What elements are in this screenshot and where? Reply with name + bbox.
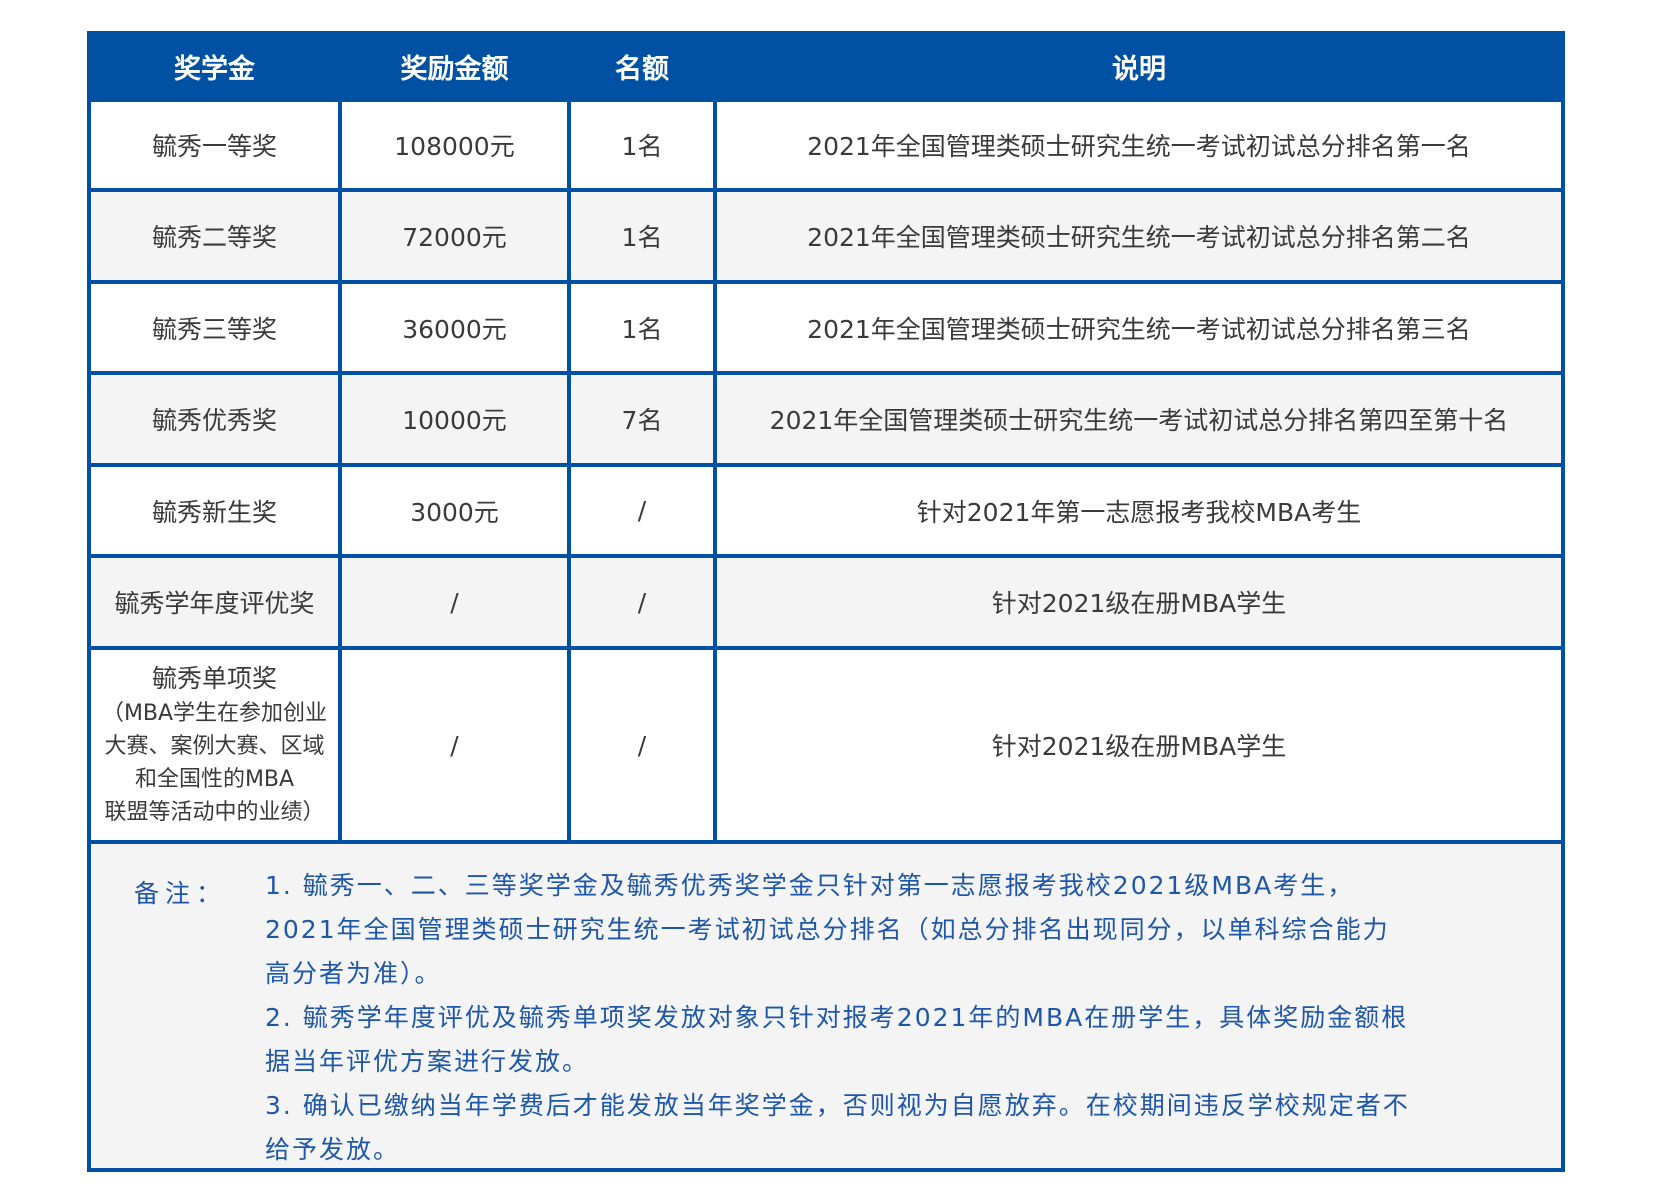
scholarship-note-line: 联盟等活动中的业绩） [104,800,325,825]
table-row: 毓秀学年度评优奖 / / 针对2021级在册MBA学生 [91,558,1561,646]
remark-line: 2. 毓秀学年度评优及毓秀单项奖发放对象只针对报考2021年的MBA在册学生，具… [265,1003,1409,1032]
header-quota: 名额 [615,54,669,85]
remark-line: 给予发放。 [265,1135,401,1164]
remark-line: 据当年评优方案进行发放。 [265,1047,590,1076]
remarks-text: 1. 毓秀一、二、三等奖学金及毓秀优秀奖学金只针对第一志愿报考我校2021级MB… [265,864,1495,1172]
description-cell: 针对2021级在册MBA学生 [717,650,1561,840]
description-cell: 2021年全国管理类硕士研究生统一考试初试总分排名第三名 [717,284,1561,371]
award-amount-cell: / [342,650,567,840]
quota-cell: 7名 [571,375,713,463]
remark-line: 3. 确认已缴纳当年学费后才能发放当年奖学金，否则视为自愿放弃。在校期间违反学校… [265,1091,1410,1120]
scholarship-table: 奖学金 奖励金额 名额 说明 毓秀一等奖 108000元 1名 2021年全国管理类硕… [87,31,1565,1172]
description-cell: 针对2021级在册MBA学生 [717,558,1561,646]
remarks-label: 备注： [134,879,228,908]
quota-cell: 1名 [571,102,713,188]
scholarship-name-cell: 毓秀二等奖 [91,192,338,280]
header-amount: 奖励金额 [400,54,509,85]
description-cell: 2021年全国管理类硕士研究生统一考试初试总分排名第二名 [717,192,1561,280]
scholarship-name-cell: 毓秀学年度评优奖 [91,558,338,646]
remark-line: 1. 毓秀一、二、三等奖学金及毓秀优秀奖学金只针对第一志愿报考我校2021级MB… [265,871,1355,900]
quota-cell: 1名 [571,284,713,371]
award-amount-cell: 36000元 [342,284,567,371]
award-amount-cell: 3000元 [342,467,567,554]
table-row: 毓秀三等奖 36000元 1名 2021年全国管理类硕士研究生统一考试初试总分排名第三… [91,284,1561,371]
scholarship-note-line: 大赛、案例大赛、区域 [104,734,325,759]
table-row: 毓秀新生奖 3000元 / 针对2021年第一志愿报考我校MBA考生 [91,467,1561,554]
table-row: 毓秀二等奖 72000元 1名 2021年全国管理类硕士研究生统一考试初试总分排名第二… [91,192,1561,280]
remarks-section: 备注： 1. 毓秀一、二、三等奖学金及毓秀优秀奖学金只针对第一志愿报考我校202… [91,844,1561,1168]
scholarship-note-line: 和全国性的MBA [134,767,295,792]
table-row: 毓秀一等奖 108000元 1名 2021年全国管理类硕士研究生统一考试初试总分排名第… [91,102,1561,188]
scholarship-note-line: （MBA学生在参加创业 [101,701,328,726]
remark-line: 2021年全国管理类硕士研究生统一考试初试总分排名（如总分排名出现同分，以单科综… [265,915,1390,944]
table-header: 奖学金 奖励金额 名额 说明 [91,35,1561,98]
award-amount-cell: 10000元 [342,375,567,463]
award-amount-cell: 108000元 [342,102,567,188]
quota-cell: / [571,650,713,840]
description-cell: 针对2021年第一志愿报考我校MBA考生 [717,467,1561,554]
scholarship-name-cell: 毓秀优秀奖 [91,375,338,463]
award-amount-cell: / [342,558,567,646]
award-amount-cell: 72000元 [342,192,567,280]
table-row: 毓秀单项奖 （MBA学生在参加创业 大赛、案例大赛、区域 和全国性的MBA 联盟等活动中… [91,650,1561,840]
quota-cell: / [571,467,713,554]
scholarship-name-cell: 毓秀新生奖 [91,467,338,554]
remark-line: 高分者为准）。 [265,959,442,988]
scholarship-name-cell: 毓秀三等奖 [91,284,338,371]
quota-cell: 1名 [571,192,713,280]
header-description: 说明 [1112,54,1166,85]
scholarship-name: 毓秀单项奖 [151,664,277,693]
scholarship-name-cell: 毓秀一等奖 [91,102,338,188]
header-scholarship: 奖学金 [174,54,255,85]
description-cell: 2021年全国管理类硕士研究生统一考试初试总分排名第一名 [717,102,1561,188]
table-row: 毓秀优秀奖 10000元 7名 2021年全国管理类硕士研究生统一考试初试总分排名第四… [91,375,1561,463]
scholarship-name-cell: 毓秀单项奖 （MBA学生在参加创业 大赛、案例大赛、区域 和全国性的MBA 联盟等活动中… [91,650,338,840]
quota-cell: / [571,558,713,646]
description-cell: 2021年全国管理类硕士研究生统一考试初试总分排名第四至第十名 [717,375,1561,463]
